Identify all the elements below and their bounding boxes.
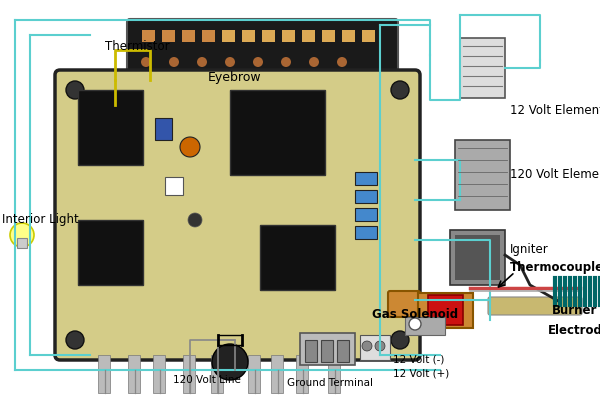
Bar — [418, 293, 473, 328]
Bar — [142, 30, 155, 42]
Bar — [155, 118, 172, 140]
Circle shape — [188, 213, 202, 227]
Bar — [355, 208, 377, 221]
Bar — [362, 30, 375, 42]
Bar — [428, 295, 463, 325]
Circle shape — [10, 223, 34, 247]
Bar — [337, 340, 349, 362]
Text: 120 Volt Element: 120 Volt Element — [510, 168, 600, 181]
Bar — [211, 355, 223, 393]
Bar — [162, 30, 175, 42]
Bar — [153, 355, 165, 393]
Text: Burner: Burner — [552, 303, 598, 316]
Text: Gas Solenoid: Gas Solenoid — [372, 309, 458, 322]
Text: 12 Volt (+): 12 Volt (+) — [393, 369, 449, 379]
Text: Thermistor: Thermistor — [105, 40, 170, 54]
Circle shape — [391, 81, 409, 99]
Bar — [305, 340, 317, 362]
Bar — [262, 30, 275, 42]
Bar — [342, 30, 355, 42]
Circle shape — [409, 318, 421, 330]
Bar — [455, 140, 510, 210]
Circle shape — [337, 57, 347, 67]
Circle shape — [66, 81, 84, 99]
Text: Eyebrow: Eyebrow — [208, 71, 262, 83]
FancyBboxPatch shape — [127, 19, 398, 80]
Text: Interior Light: Interior Light — [2, 214, 79, 226]
Text: 120 Volt Line: 120 Volt Line — [173, 375, 241, 385]
FancyBboxPatch shape — [55, 70, 420, 360]
Bar — [128, 355, 140, 393]
Bar — [78, 220, 143, 285]
Text: Thermocouple: Thermocouple — [510, 262, 600, 274]
Bar — [460, 38, 505, 98]
Bar — [248, 355, 260, 393]
Bar — [230, 90, 325, 175]
Bar — [296, 355, 308, 393]
Bar — [355, 172, 377, 185]
Circle shape — [180, 137, 200, 157]
Text: Igniter: Igniter — [510, 243, 549, 256]
Circle shape — [169, 57, 179, 67]
Text: Ground Terminal: Ground Terminal — [287, 378, 373, 388]
Circle shape — [281, 57, 291, 67]
Bar — [271, 355, 283, 393]
Text: 12 Volt (-): 12 Volt (-) — [393, 355, 445, 365]
Circle shape — [66, 331, 84, 349]
Bar — [450, 230, 505, 285]
Bar — [17, 238, 27, 248]
Bar — [355, 226, 377, 239]
Bar — [182, 30, 195, 42]
Text: 12 Volt Element: 12 Volt Element — [510, 104, 600, 116]
Bar — [321, 340, 333, 362]
Circle shape — [253, 57, 263, 67]
Bar — [165, 177, 183, 195]
Circle shape — [197, 57, 207, 67]
Circle shape — [362, 341, 372, 351]
Bar — [405, 317, 445, 335]
Bar — [360, 335, 390, 360]
Bar — [355, 190, 377, 203]
Text: Electrode: Electrode — [548, 324, 600, 337]
Bar — [302, 30, 315, 42]
Bar — [98, 355, 110, 393]
Circle shape — [225, 57, 235, 67]
Bar — [183, 355, 195, 393]
Bar — [282, 30, 295, 42]
FancyBboxPatch shape — [488, 297, 582, 315]
Bar — [455, 235, 500, 280]
Circle shape — [391, 331, 409, 349]
Circle shape — [141, 57, 151, 67]
Circle shape — [212, 344, 248, 380]
Bar — [242, 30, 255, 42]
Bar — [260, 225, 335, 290]
Bar — [328, 355, 340, 393]
Circle shape — [375, 341, 385, 351]
FancyBboxPatch shape — [388, 291, 420, 317]
Bar — [300, 333, 355, 365]
Bar — [322, 30, 335, 42]
Bar — [78, 90, 143, 165]
Circle shape — [309, 57, 319, 67]
Bar — [202, 30, 215, 42]
Bar — [222, 30, 235, 42]
